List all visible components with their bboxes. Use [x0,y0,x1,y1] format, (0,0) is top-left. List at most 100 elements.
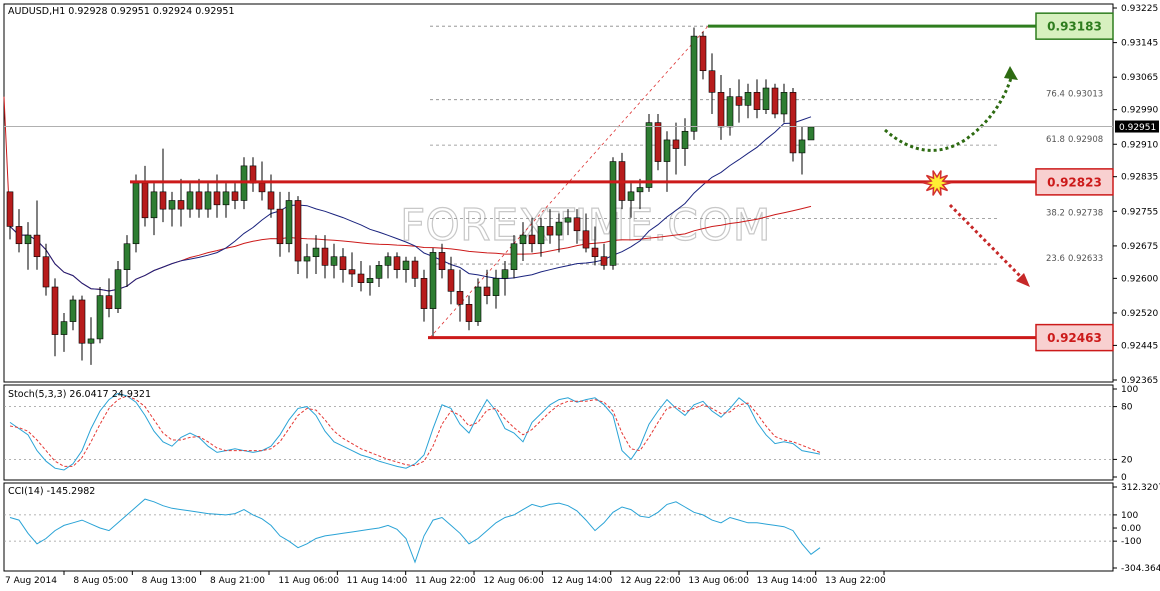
candle-body [312,247,320,258]
time-tick-label: 7 Aug 2014 [5,576,57,586]
candle-body [402,260,410,270]
candle-body [132,182,140,245]
candle-body [564,217,572,223]
price-tick-label: 0.93145 [1121,39,1158,49]
candle-body [429,252,437,309]
candle-body [771,87,779,115]
fib-price-label: 0.93013 [1068,90,1103,100]
time-tick-label: 8 Aug 05:00 [73,576,128,586]
candle-body [690,35,698,132]
price-tick-label: 0.93065 [1121,73,1158,83]
price-tick-label: 0.92600 [1121,274,1158,284]
candle-body [744,92,752,106]
candle-body [789,92,797,154]
candle-body [42,256,50,288]
candle-body [627,191,635,201]
candle-body [159,191,167,210]
time-tick-label: 12 Aug 22:00 [620,576,681,586]
breakout-burst-icon [921,170,953,196]
candle-body [537,226,545,245]
candle-body [195,191,203,210]
cci-label: CCI(14) -145.2982 [8,486,95,497]
price-tick-label: 0.92910 [1121,140,1158,150]
candle-body [141,182,149,219]
cci-tick-label: 312.3207 [1121,483,1160,493]
fib-pct-label: 61.8 [1046,135,1065,145]
price-tick-label: 0.92990 [1121,106,1158,116]
fib-pct-label: 76.4 [1046,90,1065,100]
candle-body [222,191,230,206]
price-tick-label: 0.92365 [1121,376,1158,386]
candle-body [591,247,599,258]
candle-body [168,200,176,210]
level-box [1035,12,1114,40]
candle-body [681,130,689,149]
cci-tick-label: 100 [1121,511,1138,521]
candle-body [519,234,527,245]
bullish-arrow-head [1004,66,1018,80]
candle-body [258,182,266,193]
fib-price-label: 0.92633 [1068,254,1103,264]
candle-body [87,338,95,344]
candle-body [483,286,491,296]
candle-body [654,122,662,162]
symbol-header: AUDUSD,H1 0.92928 0.92951 0.92924 0.9295… [8,6,235,17]
candle-body [357,273,365,283]
candle-body [303,256,311,262]
time-tick-label: 13 Aug 06:00 [688,576,749,586]
fib-pct-label: 23.6 [1046,254,1065,264]
candle-body [51,286,59,335]
candle-body [321,247,329,266]
bearish-projection-arrow [948,203,1024,280]
candle-body [717,92,725,128]
candle-body [753,92,761,110]
candle-body [285,200,293,245]
fib-price-label: 0.92738 [1068,209,1103,219]
candle-body [267,191,275,210]
candle-body [105,295,113,309]
candle-body [447,269,455,292]
candle-body [807,126,815,141]
candle-body [204,191,212,210]
candle-body [114,269,122,309]
time-tick-label: 12 Aug 06:00 [483,576,544,586]
candle-body [699,35,707,72]
stoch-signal-line [9,395,821,467]
candle-body [384,256,392,266]
candle-body [294,200,302,262]
level-box [1035,323,1114,352]
stoch-tick-label: 20 [1121,455,1133,465]
candle-body [96,295,104,340]
candle-body [330,256,338,266]
candle-body [213,191,221,206]
candle-body [60,321,68,335]
candle-body [528,234,536,245]
moving-average-fast [9,116,812,292]
candle-body [366,278,374,283]
candle-body [411,260,419,279]
candle-body [456,291,464,305]
stoch-main-line [9,392,821,471]
bearish-arrow-head [1016,273,1030,287]
candle-body [24,234,32,245]
candle-body [69,299,77,322]
candle-body [501,269,509,279]
candle-body [474,286,482,322]
current-price-tag [1115,120,1159,133]
candle-body [546,226,554,236]
candle-body [438,252,446,270]
candle-body [645,122,653,188]
candle-body [393,256,401,270]
candle-body [726,96,734,128]
candle-body [465,304,473,322]
time-tick-label: 11 Aug 22:00 [415,576,476,586]
candle-body [186,191,194,210]
candle-body [15,226,23,245]
candle-body [177,200,185,210]
candle-body [798,139,806,154]
price-tick-label: 0.93225 [1121,4,1158,14]
candle-body [672,139,680,149]
candle-body [636,187,644,193]
level-label: 0.92463 [1047,331,1102,345]
